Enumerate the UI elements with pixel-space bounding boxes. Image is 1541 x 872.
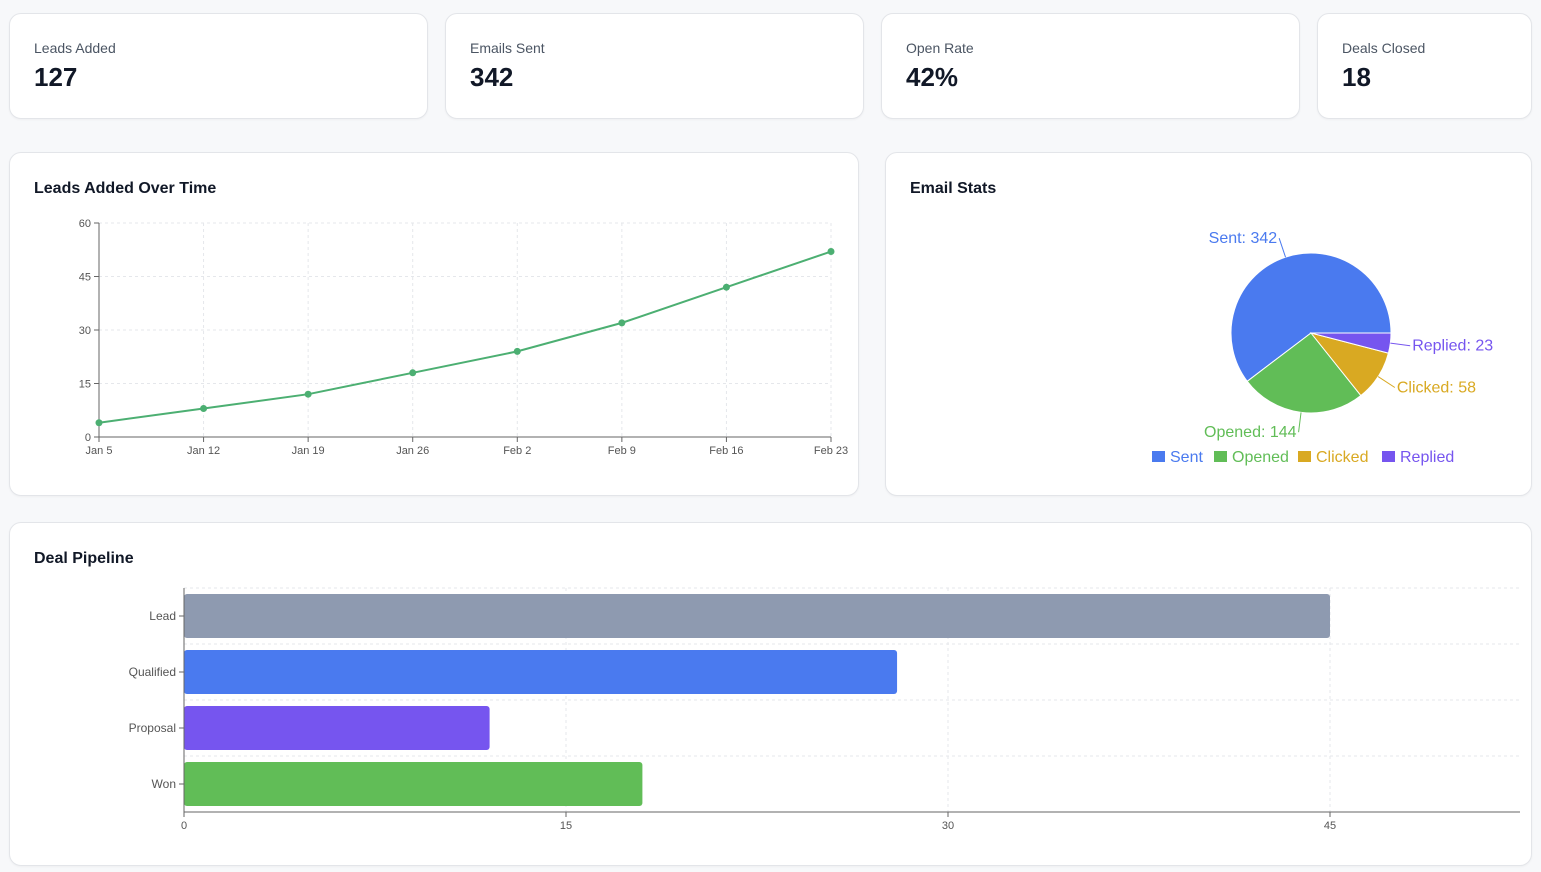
email-stats-card: Email Stats Sent: 342 Opened: 144 Clicked:… — [885, 152, 1532, 496]
stat-label: Leads Added — [34, 40, 116, 56]
legend-label: Replied — [1400, 449, 1454, 466]
chart-title: Deal Pipeline — [34, 550, 134, 567]
y-tick-label: Lead — [149, 609, 176, 623]
label-line — [1298, 412, 1302, 433]
data-point — [618, 319, 626, 327]
x-tick-label: 30 — [942, 820, 954, 832]
stat-label: Emails Sent — [470, 40, 545, 56]
pie-label: Replied: 23 — [1412, 338, 1493, 355]
legend-label: Clicked — [1316, 449, 1368, 466]
stat-label: Deals Closed — [1342, 40, 1426, 56]
stat-label: Open Rate — [906, 40, 974, 56]
pie-label: Sent: 342 — [1209, 230, 1278, 247]
stat-value: 127 — [34, 62, 78, 92]
stat-card: Emails Sent 342 — [445, 13, 864, 119]
x-tick-label: 45 — [1324, 820, 1336, 832]
data-point — [304, 390, 312, 398]
x-tick-label: Jan 5 — [86, 445, 113, 457]
x-tick-label: Jan 19 — [292, 445, 325, 457]
data-point — [513, 347, 521, 355]
chart-title: Email Stats — [910, 180, 997, 197]
legend-swatch — [1298, 451, 1311, 462]
leads-chart-card: Leads Added Over Time 0 15 30 45 60 Jan 5 Jan … — [9, 152, 859, 496]
x-tick-label: 0 — [181, 820, 187, 832]
y-tick-label: 30 — [79, 325, 91, 337]
stat-card: Deals Closed 18 — [1317, 13, 1532, 119]
data-point — [409, 369, 417, 377]
x-tick-label: 15 — [560, 820, 572, 832]
label-line — [1377, 376, 1396, 388]
stat-card: Leads Added 127 — [9, 13, 428, 119]
x-tick-label: Feb 9 — [608, 445, 636, 457]
y-tick-label: Proposal — [129, 721, 176, 735]
bar-qualified — [184, 650, 898, 694]
line-chart: 0 15 30 45 60 Jan 5 Jan 12 Jan 19 Jan 26 Feb 2 Feb… — [79, 218, 848, 457]
bar-lead — [184, 594, 1330, 638]
y-tick-label: 0 — [85, 432, 91, 444]
y-tick-label: 60 — [79, 218, 91, 230]
bar-won — [184, 762, 643, 806]
stat-value: 42% — [906, 62, 959, 92]
data-point — [200, 404, 208, 412]
pie-chart: Sent: 342 Opened: 144 Clicked: 58 Replied: … — [1152, 230, 1493, 466]
x-tick-label: Feb 16 — [709, 445, 743, 457]
x-tick-label: Jan 12 — [187, 445, 220, 457]
pie-slice-sent — [1230, 252, 1392, 383]
stat-value: 342 — [470, 62, 514, 92]
data-point — [722, 283, 730, 291]
legend-swatch — [1214, 451, 1227, 462]
y-tick-label: Won — [152, 777, 176, 791]
label-line — [1278, 238, 1286, 258]
x-tick-label: Feb 2 — [503, 445, 531, 457]
stat-card: Open Rate 42% — [881, 13, 1300, 119]
y-tick-label: Qualified — [129, 665, 176, 679]
label-line — [1390, 342, 1411, 347]
bar-proposal — [184, 706, 490, 750]
legend-label: Opened — [1232, 449, 1289, 466]
data-point — [95, 419, 103, 427]
legend-label: Sent — [1170, 449, 1203, 466]
legend-swatch — [1152, 451, 1165, 462]
y-tick-label: 45 — [79, 272, 91, 284]
x-tick-label: Jan 26 — [396, 445, 429, 457]
pie-label: Clicked: 58 — [1397, 379, 1476, 396]
legend-swatch — [1382, 451, 1395, 462]
series-line — [98, 250, 832, 424]
y-tick-label: 15 — [79, 379, 91, 391]
stat-value: 18 — [1342, 62, 1371, 92]
bar-chart: Lead Qualified Proposal Won 0 15 30 45 — [129, 587, 1520, 832]
deal-pipeline-card: Deal Pipeline Lead Qualified Proposal Won 0 1… — [9, 522, 1532, 866]
chart-title: Leads Added Over Time — [34, 180, 217, 197]
x-tick-label: Feb 23 — [814, 445, 848, 457]
pie-label: Opened: 144 — [1204, 424, 1297, 441]
data-point — [827, 248, 835, 256]
